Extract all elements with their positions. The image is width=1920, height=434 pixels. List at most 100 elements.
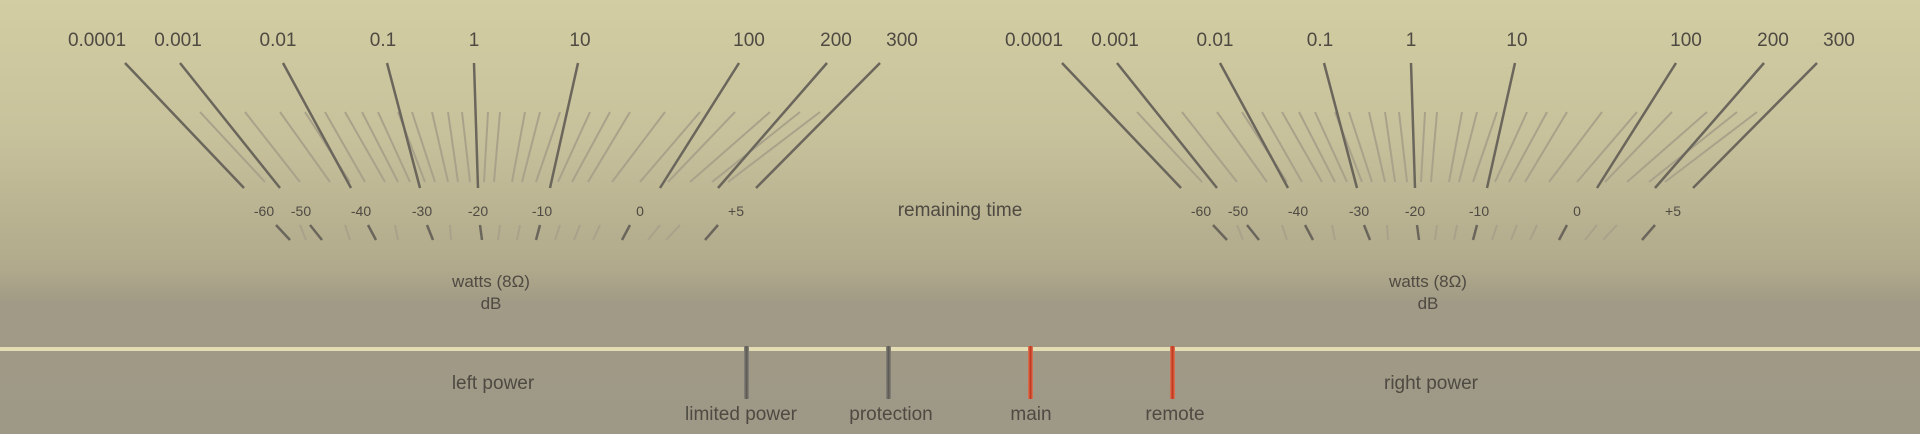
minor-tick [1494,111,1528,183]
minor-tick [1368,111,1386,183]
minor-tick [1491,224,1498,241]
db-tick-label: -40 [1288,203,1308,219]
minor-tick [1398,111,1408,183]
minor-tick [1420,111,1426,183]
minor-tick [665,224,681,241]
watts-tick-label: 0.001 [1091,30,1139,51]
watts-tick-label: 0.01 [1197,30,1234,51]
watts-tick [472,62,480,189]
minor-tick [199,111,266,183]
db-tick [366,224,378,241]
minor-tick [1524,111,1568,183]
db-tick [425,224,435,241]
right-meter-scale: 0.0001 0.001 0.01 0.1 1 10 100 200 300 -60 -50 -40 -… [1005,30,1855,241]
watts-tick-label: 0.1 [1307,30,1333,51]
left-watts-unit: watts (8Ω) [452,272,530,291]
db-tick-label: 0 [1573,203,1581,219]
right-power-label: right power [1384,373,1478,394]
watts-tick [1218,62,1290,189]
watts-tick [124,62,245,189]
db-tick-label: 0 [636,203,644,219]
db-tick-label: -50 [291,203,311,219]
db-tick-label: -20 [468,203,488,219]
watts-tick-label: 300 [1823,30,1855,51]
watts-tick [1409,62,1417,189]
watts-tick-label: 0.001 [154,30,202,51]
minor-tick [1584,224,1598,241]
db-tick-label: -30 [1349,203,1369,219]
minor-tick [611,111,666,183]
db-tick [620,224,632,241]
minor-tick [497,224,501,241]
limited-power-indicator[interactable] [744,346,749,399]
minor-tick [1448,111,1463,183]
db-tick [1641,224,1656,241]
watts-tick-label: 1 [469,30,480,51]
watts-tick-label: 100 [733,30,765,51]
minor-tick [344,224,351,241]
db-tick-label: -30 [412,203,432,219]
db-tick-label: +5 [728,203,744,219]
minor-tick [511,111,526,183]
minor-tick [483,111,489,183]
minor-tick [1298,111,1336,183]
main-indicator[interactable] [1028,346,1033,399]
db-tick-label: -10 [532,203,552,219]
minor-tick [711,111,801,183]
watts-tick [281,62,353,189]
remote-indicator[interactable] [1170,346,1175,399]
minor-tick [689,111,771,183]
protection-indicator[interactable] [886,346,891,399]
db-tick [309,224,323,241]
watts-tick-label: 0.0001 [68,30,126,51]
divider-rule [0,347,1920,351]
minor-tick [1314,111,1348,183]
minor-tick [1386,224,1389,241]
minor-tick [727,111,821,183]
db-tick-label: -40 [351,203,371,219]
minor-tick [1261,111,1303,183]
minor-tick [1508,111,1548,183]
minor-tick [1236,224,1244,241]
watts-tick [658,62,741,189]
watts-tick-label: 200 [820,30,852,51]
minor-tick [1281,111,1323,183]
db-tick [478,224,484,241]
watts-tick-label: 100 [1670,30,1702,51]
minor-tick [1576,111,1638,183]
left-meter-scale: 0.0001 0.001 0.01 0.1 1 10 100 200 300 -60 -50 -40 -… [68,30,918,241]
remote-label: remote [1145,404,1205,425]
db-tick-label: -60 [254,203,274,219]
minor-tick [535,111,561,183]
minor-tick [244,111,301,183]
watts-tick-label: 1 [1406,30,1417,51]
minor-tick [493,111,501,183]
minor-tick [447,111,459,183]
minor-tick [324,111,366,183]
minor-tick [554,224,561,241]
watts-tick-label: 200 [1757,30,1789,51]
minor-tick [639,111,701,183]
minor-tick [1281,224,1288,241]
db-tick [1471,224,1479,241]
minor-tick [1604,111,1673,183]
minor-tick [667,111,736,183]
watts-tick [755,62,881,189]
watts-tick [1595,62,1678,189]
minor-tick [1384,111,1396,183]
minor-tick [1626,111,1708,183]
minor-tick [411,111,436,183]
minor-tick [1510,224,1518,241]
limited-power-label: limited power [685,404,797,425]
minor-tick [1434,224,1438,241]
minor-tick [361,111,399,183]
minor-tick [1331,224,1336,241]
minor-tick [573,224,581,241]
watts-tick-label: 0.01 [260,30,297,51]
minor-tick [1181,111,1238,183]
main-label: main [1010,404,1052,425]
minor-tick [461,111,471,183]
watts-tick [179,62,281,189]
minor-tick [1602,224,1618,241]
minor-tick [1529,224,1538,241]
